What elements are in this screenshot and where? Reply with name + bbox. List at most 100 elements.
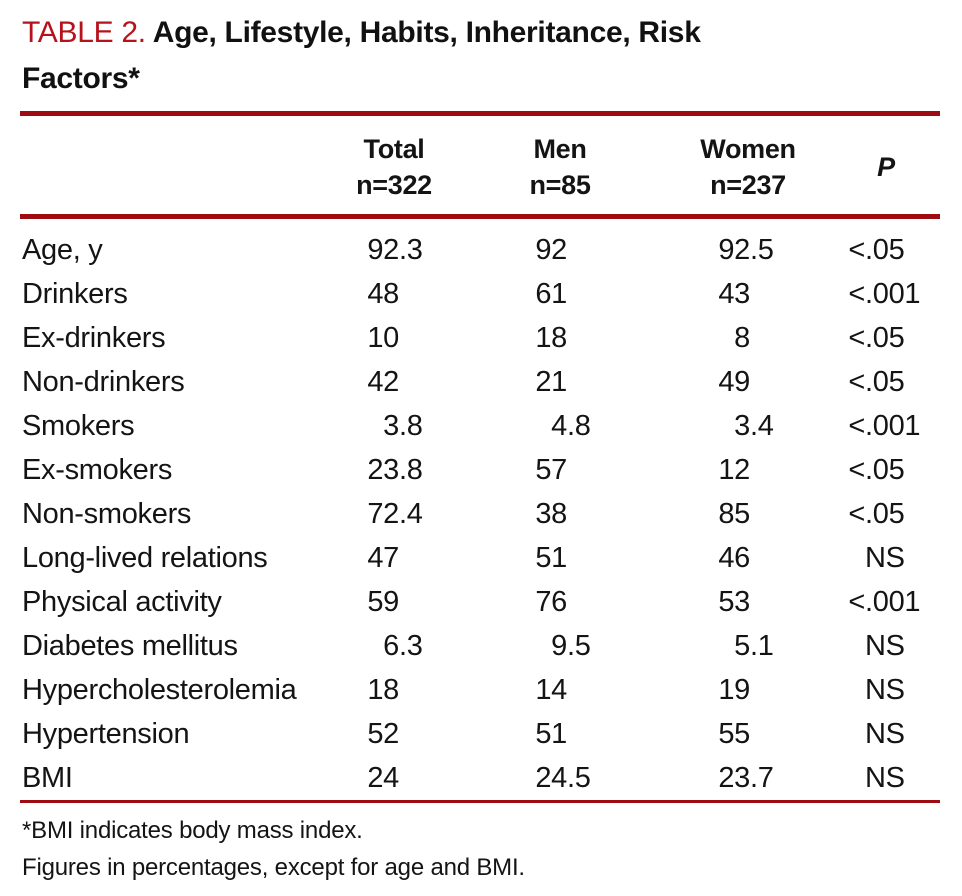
row-label: Long-lived relations [22, 542, 268, 574]
table-number-label: TABLE 2. [22, 16, 146, 49]
col-header-total-label: Total [363, 134, 425, 164]
cell-men-dec: .5 [567, 630, 591, 662]
table-row: Age, y 92.3 92 92.5 < .05 [0, 228, 962, 272]
cell-women-dec: .5 [750, 234, 774, 266]
cell-total-int: 47 [367, 542, 399, 574]
cell-p-dec: NS [865, 762, 905, 794]
cell-women-int: 5 [734, 630, 750, 662]
cell-men-int: 61 [535, 278, 567, 310]
cell-p-dec: NS [865, 674, 905, 706]
cell-total-int: 92 [367, 234, 399, 266]
cell-p-dec: NS [865, 542, 905, 574]
cell-total-int: 24 [367, 762, 399, 794]
table-row: Diabetes mellitus 6.3 9.5 5.1 NS [0, 624, 962, 668]
cell-men-int: 57 [535, 454, 567, 486]
cell-men-dec: .8 [567, 410, 591, 442]
cell-p-int: < [848, 234, 865, 266]
cell-total-dec: .4 [399, 498, 423, 530]
cell-men-dec: .5 [567, 762, 591, 794]
cell-total-dec: .8 [399, 410, 423, 442]
col-header-total: Total n=322 [356, 131, 432, 203]
cell-total-int: 3 [383, 410, 399, 442]
col-header-women-label: Women [700, 134, 796, 164]
cell-p-dec: .05 [865, 498, 905, 530]
cell-total-dec: .3 [399, 234, 423, 266]
col-header-men-label: Men [533, 134, 587, 164]
cell-total-int: 72 [367, 498, 399, 530]
cell-men-int: 18 [535, 322, 567, 354]
table-row: Ex-smokers 23.8 57 12 < .05 [0, 448, 962, 492]
cell-women-int: 23 [718, 762, 750, 794]
cell-women-int: 12 [718, 454, 750, 486]
cell-p-dec: .05 [865, 366, 905, 398]
cell-men-int: 92 [535, 234, 567, 266]
cell-p-dec: .001 [865, 586, 921, 618]
cell-p-dec: .001 [865, 410, 921, 442]
cell-total-int: 48 [367, 278, 399, 310]
cell-men-int: 4 [551, 410, 567, 442]
cell-p-dec: .05 [865, 454, 905, 486]
cell-women-dec: .7 [750, 762, 774, 794]
cell-p-dec: NS [865, 718, 905, 750]
cell-women-int: 49 [718, 366, 750, 398]
row-label: Age, y [22, 234, 103, 266]
cell-women-int: 92 [718, 234, 750, 266]
cell-men-int: 76 [535, 586, 567, 618]
cell-p-dec: .05 [865, 322, 905, 354]
row-label: Ex-drinkers [22, 322, 166, 354]
cell-total-dec: .3 [399, 630, 423, 662]
cell-total-int: 52 [367, 718, 399, 750]
table-row: Drinkers 48 61 43 < .001 [0, 272, 962, 316]
cell-women-int: 19 [718, 674, 750, 706]
table-row: Non-smokers 72.4 38 85 < .05 [0, 492, 962, 536]
cell-total-int: 42 [367, 366, 399, 398]
table-footnotes: *BMI indicates body mass index. Figures … [22, 812, 525, 886]
cell-men-int: 21 [535, 366, 567, 398]
cell-men-int: 51 [535, 542, 567, 574]
table-title-line2: Factors* [22, 62, 140, 95]
cell-p-int: < [848, 454, 865, 486]
footnote-bmi: *BMI indicates body mass index. [22, 817, 363, 844]
cell-women-dec: .4 [750, 410, 774, 442]
row-label: Diabetes mellitus [22, 630, 238, 662]
col-header-p-label: P [877, 152, 895, 182]
table-title: TABLE 2. Age, Lifestyle, Habits, Inherit… [22, 10, 938, 102]
row-label: BMI [22, 762, 73, 794]
cell-total-int: 18 [367, 674, 399, 706]
cell-p-int: < [848, 586, 865, 618]
row-label: Hypercholesterolemia [22, 674, 297, 706]
row-label: Smokers [22, 410, 135, 442]
row-label: Non-smokers [22, 498, 192, 530]
cell-women-int: 43 [718, 278, 750, 310]
cell-p-int: < [848, 410, 865, 442]
cell-men-int: 24 [535, 762, 567, 794]
col-header-p: P [877, 131, 895, 203]
cell-total-int: 6 [383, 630, 399, 662]
table-row: Long-lived relations 47 51 46 NS [0, 536, 962, 580]
table-row: Hypercholesterolemia 18 14 19 NS [0, 668, 962, 712]
row-label: Hypertension [22, 718, 190, 750]
cell-women-dec: .1 [750, 630, 774, 662]
cell-men-int: 51 [535, 718, 567, 750]
cell-women-int: 53 [718, 586, 750, 618]
cell-women-int: 55 [718, 718, 750, 750]
top-rule [20, 111, 940, 116]
col-header-total-n: n=322 [356, 170, 432, 200]
cell-p-int: < [848, 498, 865, 530]
cell-women-int: 46 [718, 542, 750, 574]
cell-total-dec: .8 [399, 454, 423, 486]
cell-men-int: 14 [535, 674, 567, 706]
cell-total-int: 59 [367, 586, 399, 618]
col-header-men-n: n=85 [529, 170, 591, 200]
cell-men-int: 9 [551, 630, 567, 662]
col-header-men: Men n=85 [529, 131, 590, 203]
table-row: BMI 24 24.5 23.7 NS [0, 756, 962, 800]
row-label: Ex-smokers [22, 454, 173, 486]
row-label: Non-drinkers [22, 366, 185, 398]
bottom-rule [20, 800, 940, 803]
table-row: Smokers 3.8 4.8 3.4 < .001 [0, 404, 962, 448]
col-header-women-n: n=237 [710, 170, 786, 200]
table-body: Age, y 92.3 92 92.5 < .05 Drinkers 48 61 43 < .001 E… [0, 228, 962, 800]
cell-p-dec: .001 [865, 278, 921, 310]
